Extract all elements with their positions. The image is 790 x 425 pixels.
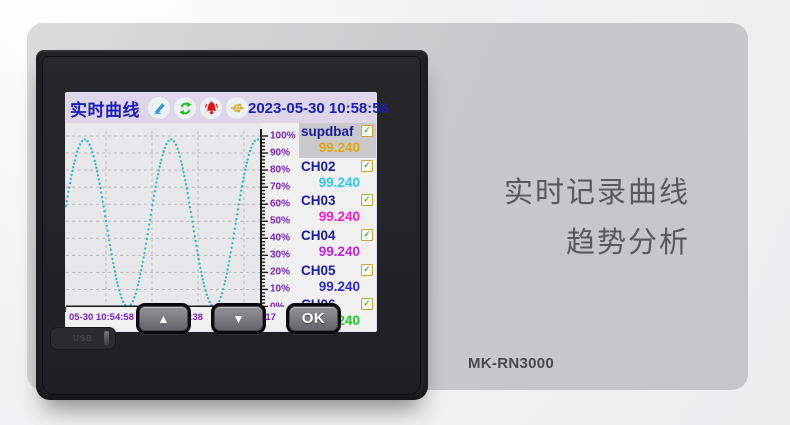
y-tick-label: 20%	[270, 266, 291, 278]
tagline-line2: 趋势分析	[565, 227, 690, 259]
channel-checkbox[interactable]: ✓	[361, 298, 373, 311]
channel-name: CH05	[301, 262, 336, 278]
up-button-face: ▲	[139, 306, 188, 331]
channel-value: 99.240	[318, 243, 360, 259]
trend-plot: 100% 90% 80% 70% 60% 50% 40% 30% 20% 10% 0%	[64, 123, 299, 312]
channel-value: 99.240	[318, 278, 360, 294]
usb-cover-latch	[104, 331, 109, 345]
refresh-icon[interactable]	[174, 97, 196, 119]
trend-curve-dots	[64, 138, 262, 308]
channel-list: supdbaf 99.240 ✓ CH02 99.240 ✓ CH03 99.240 ✓ CH04…	[299, 123, 376, 331]
x-tick-label: 05-30 10:54:58	[69, 312, 134, 323]
channel-row[interactable]: CH03 99.240 ✓	[299, 192, 376, 227]
chart-column: 100% 90% 80% 70% 60% 50% 40% 30% 20% 10% 0% 05-30 …	[64, 123, 299, 331]
channel-value: 99.240	[318, 140, 360, 155]
y-tick-label: 90%	[270, 147, 291, 159]
y-tick-label: 80%	[270, 164, 291, 176]
usb-cover-label: USB	[73, 334, 93, 343]
channel-name: supdbaf	[301, 124, 354, 139]
plot-background	[66, 123, 261, 307]
channel-checkbox[interactable]: ✓	[361, 228, 373, 241]
ok-button[interactable]: OK	[286, 303, 341, 334]
y-tick-label: 10%	[270, 283, 291, 295]
tagline-line1: 实时记录曲线	[503, 177, 690, 209]
channel-value: 99.240	[318, 174, 360, 190]
up-button[interactable]: ▲	[136, 303, 191, 334]
channel-name: CH04	[301, 227, 336, 243]
channel-row[interactable]: CH02 99.240 ✓	[299, 158, 376, 193]
channel-value: 99.240	[318, 209, 360, 225]
marketing-tagline: 实时记录曲线 趋势分析	[504, 168, 690, 268]
y-tick-label: 50%	[270, 215, 291, 227]
channel-name: CH02	[301, 158, 336, 174]
y-tick-label: 0%	[270, 301, 284, 312]
alarm-bell-icon[interactable]	[200, 97, 222, 119]
y-tick-label: 40%	[270, 232, 291, 244]
topbar-icons	[148, 97, 248, 119]
channel-row[interactable]: CH05 99.240 ✓	[299, 262, 376, 297]
channel-name: CH03	[301, 193, 336, 209]
edit-pen-icon[interactable]	[148, 97, 170, 119]
ok-button-face: OK	[289, 306, 338, 331]
model-number: MK-RN3000	[468, 355, 555, 372]
channel-row[interactable]: supdbaf 99.240 ✓	[299, 123, 376, 158]
y-tick-label: 30%	[270, 249, 291, 261]
channel-checkbox[interactable]: ✓	[361, 125, 373, 137]
down-button-face: ▼	[214, 306, 263, 331]
page-title: 实时曲线	[70, 100, 140, 120]
y-tick-label: 100%	[270, 130, 296, 142]
y-tick-label: 60%	[270, 198, 291, 210]
y-tick-label: 70%	[270, 181, 291, 193]
recorder-screen: 实时曲线	[64, 92, 389, 332]
device-button-row: ▲ ▼ OK	[136, 303, 341, 334]
usb-port-cover[interactable]: USB	[50, 327, 116, 350]
down-button[interactable]: ▼	[211, 303, 266, 334]
datetime-display: 2023-05-30 10:58:56	[248, 99, 389, 117]
channel-checkbox[interactable]: ✓	[361, 194, 373, 207]
screen-topbar: 实时曲线	[66, 93, 389, 123]
channel-checkbox[interactable]: ✓	[361, 159, 373, 172]
usb-icon[interactable]	[226, 97, 248, 119]
channel-checkbox[interactable]: ✓	[361, 263, 373, 276]
channel-row[interactable]: CH04 99.240 ✓	[299, 227, 376, 262]
screen-main: 100% 90% 80% 70% 60% 50% 40% 30% 20% 10% 0% 05-30 …	[64, 123, 376, 331]
